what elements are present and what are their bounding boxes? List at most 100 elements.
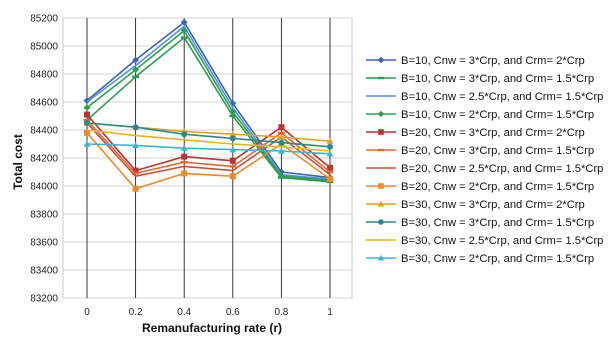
- marker-diamond: [180, 18, 188, 26]
- marker-diamond: [180, 27, 188, 34]
- legend-label: B=20, Cnw = 2*Crp, and Crm= 1.5*Crp: [401, 181, 594, 193]
- x-axis-title: Remanufacturing rate (r): [142, 321, 282, 335]
- legend-item: B=20, Cnw = 3*Crp, and Crm= 1.5*Crp: [366, 145, 594, 157]
- series-12: [83, 140, 334, 157]
- legend-label: B=10, Cnw = 2*Crp, and Crm= 1.5*Crp: [401, 109, 594, 121]
- marker-square: [181, 153, 188, 160]
- marker-circle: [278, 139, 285, 146]
- series-line: [86, 29, 331, 182]
- legend-item: B=30, Cnw = 3*Crp, and Crm= 1.5*Crp: [366, 217, 594, 229]
- marker-square: [84, 129, 90, 136]
- legend-label: B=30, Cnw = 3*Crp, and Crm= 2*Crp: [401, 199, 585, 211]
- marker-circle: [84, 120, 90, 126]
- legend-label: B=10, Cnw = 3*Crp, and Crm= 2*Crp: [401, 55, 585, 67]
- marker-square: [181, 170, 188, 177]
- series-line: [86, 143, 331, 155]
- marker-square: [132, 167, 139, 174]
- marker-diamond: [377, 110, 385, 118]
- marker-triangle: [377, 200, 385, 207]
- legend: B=10, Cnw = 3*Crp, and Crm= 2*Crp B=10, C…: [366, 55, 603, 265]
- marker-circle: [229, 135, 236, 142]
- series-4: [83, 27, 334, 184]
- marker-triangle: [83, 140, 91, 147]
- y-tick-label: 84000: [30, 182, 58, 193]
- legend-label: B=20, Cnw = 3*Crp, and Crm= 1.5*Crp: [401, 145, 594, 157]
- y-tick-label: 83800: [30, 210, 58, 221]
- series-line: [86, 119, 331, 175]
- x-tick-label: 0.8: [274, 307, 288, 318]
- series-line: [86, 114, 331, 172]
- marker-diamond: [229, 108, 237, 116]
- x-tick-label: 1: [327, 307, 333, 318]
- marker-circle: [378, 219, 384, 225]
- marker-circle: [181, 131, 188, 138]
- marker-triangle: [278, 133, 285, 140]
- series-11: [86, 129, 331, 152]
- marker-triangle: [326, 137, 334, 144]
- series-5: [84, 111, 333, 174]
- legend-item: B=20, Cnw = 2.5*Crp, and Crm= 1.5*Crp: [366, 163, 603, 175]
- series-6: [83, 118, 334, 175]
- legend-item: B=20, Cnw = 3*Crp, and Crm= 2*Crp: [366, 127, 585, 139]
- legend-item: B=20, Cnw = 2*Crp, and Crm= 1.5*Crp: [366, 181, 594, 193]
- marker-triangle: [229, 130, 237, 137]
- marker-square: [278, 124, 285, 131]
- y-axis-title: Total cost: [11, 134, 25, 190]
- marker-diamond: [377, 56, 385, 64]
- x-tick-label: 0.2: [129, 307, 143, 318]
- series-line: [86, 129, 331, 152]
- legend-item: B=10, Cnw = 3*Crp, and Crm= 1.5*Crp: [366, 73, 594, 85]
- y-tick-label: 84800: [30, 70, 58, 81]
- y-tick-label: 84400: [30, 126, 58, 137]
- series-layer: [83, 18, 334, 192]
- marker-diamond: [229, 100, 237, 107]
- y-tick-label: 83200: [30, 294, 58, 305]
- legend-item: B=30, Cnw = 2*Crp, and Crm= 1.5*Crp: [366, 253, 594, 265]
- x-tick-label: 0.6: [226, 307, 240, 318]
- marker-diamond: [83, 104, 91, 111]
- legend-label: B=30, Cnw = 3*Crp, and Crm= 1.5*Crp: [401, 217, 594, 229]
- legend-label: B=20, Cnw = 3*Crp, and Crm= 2*Crp: [401, 127, 585, 139]
- marker-square: [229, 173, 236, 180]
- marker-diamond: [132, 56, 139, 64]
- series-line: [86, 36, 331, 183]
- y-tick-label: 84200: [30, 154, 58, 165]
- x-tick-label: 0.4: [177, 307, 191, 318]
- marker-square: [84, 111, 90, 118]
- marker-square: [378, 129, 384, 135]
- marker-square: [327, 176, 333, 182]
- series-line: [86, 21, 331, 179]
- marker-triangle: [229, 146, 237, 153]
- legend-label: B=30, Cnw = 2*Crp, and Crm= 1.5*Crp: [401, 253, 594, 265]
- marker-square: [229, 157, 236, 164]
- marker-circle: [327, 143, 333, 150]
- marker-square: [327, 164, 333, 171]
- legend-label: B=10, Cnw = 3*Crp, and Crm= 1.5*Crp: [401, 73, 594, 85]
- y-axis: 83200 83400 83600 83800 84000 84200 84400 84600…: [30, 14, 58, 305]
- marker-square: [132, 185, 139, 192]
- series-line: [86, 25, 331, 180]
- legend-label: B=20, Cnw = 2.5*Crp, and Crm= 1.5*Crp: [401, 163, 603, 175]
- legend-label: B=10, Cnw = 2.5*Crp, and Crm= 1.5*Crp: [401, 91, 603, 103]
- marker-circle: [132, 124, 139, 131]
- series-line: [86, 132, 331, 190]
- marker-triangle: [180, 144, 188, 151]
- y-tick-label: 83600: [30, 238, 58, 249]
- marker-square: [378, 183, 384, 189]
- y-tick-label: 85200: [30, 14, 58, 25]
- y-tick-label: 83400: [30, 266, 58, 277]
- marker-diamond: [83, 97, 91, 104]
- marker-triangle: [132, 142, 139, 149]
- series-3: [86, 25, 331, 180]
- legend-label: B=30, Cnw = 2.5*Crp, and Crm= 1.5*Crp: [401, 235, 603, 247]
- x-axis: 0 0.2 0.4 0.6 0.8 1: [84, 307, 333, 318]
- series-line: [86, 122, 331, 148]
- marker-triangle: [326, 150, 334, 157]
- marker-diamond: [132, 66, 139, 74]
- legend-item: B=10, Cnw = 3*Crp, and Crm= 2*Crp: [366, 55, 585, 67]
- legend-item: B=10, Cnw = 2.5*Crp, and Crm= 1.5*Crp: [366, 91, 603, 103]
- legend-item: B=30, Cnw = 3*Crp, and Crm= 2*Crp: [366, 199, 585, 211]
- legend-item: B=30, Cnw = 2.5*Crp, and Crm= 1.5*Crp: [366, 235, 603, 247]
- marker-triangle: [278, 147, 285, 154]
